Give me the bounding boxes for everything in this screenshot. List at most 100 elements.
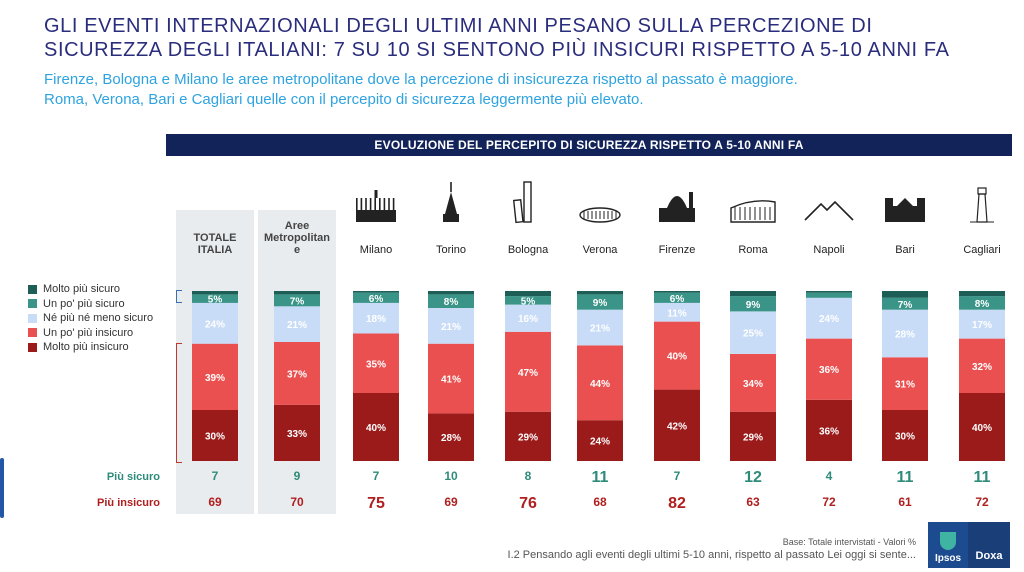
- summary-value: 61: [898, 495, 912, 509]
- bar-segment: [274, 291, 320, 295]
- summary-value: 12: [744, 469, 762, 486]
- summary-value: 11: [592, 469, 609, 486]
- bar-segment: [353, 393, 399, 461]
- bar-segment: [654, 291, 700, 293]
- data-label: 17%: [972, 320, 992, 331]
- subtitle-line-1: Firenze, Bologna e Milano le aree metrop…: [44, 71, 798, 88]
- bar-segment: [353, 291, 399, 293]
- bar-segment: [806, 338, 852, 400]
- data-label: 42%: [667, 421, 687, 432]
- data-label: 6%: [670, 294, 685, 305]
- ipsos-doxa-logo: Ipsos Doxa: [928, 522, 1010, 568]
- bar-segment: [959, 296, 1005, 310]
- chart-title-banner: EVOLUZIONE DEL PERCEPITO DI SICUREZZA RI…: [166, 134, 1012, 156]
- bar-segment: [505, 331, 551, 412]
- bar-segment: [654, 389, 700, 461]
- bar-segment: [730, 411, 776, 461]
- bar-segment: [806, 399, 852, 461]
- bar-segment: [577, 309, 623, 346]
- data-label: 18%: [366, 314, 386, 325]
- summary-row-label: Più insicuro: [97, 497, 160, 509]
- data-label: 30%: [205, 432, 225, 443]
- legend-swatch: [28, 328, 37, 337]
- bar-segment: [353, 292, 399, 303]
- summary-row-label: Più sicuro: [107, 471, 160, 483]
- data-label: 11%: [667, 308, 687, 319]
- legend-swatch: [28, 313, 37, 323]
- summary-value: 7: [212, 469, 219, 483]
- bar-segment: [959, 338, 1005, 393]
- summary-value: 72: [822, 495, 836, 509]
- bari-basilica-icon: [885, 198, 925, 222]
- category-label: Torino: [436, 244, 466, 256]
- milan-cathedral-icon: [356, 190, 396, 222]
- summary-value: 69: [444, 495, 458, 509]
- legend-item: Un po' più sicuro: [28, 297, 153, 311]
- legend-swatch: [28, 284, 37, 294]
- data-label: 29%: [743, 432, 763, 443]
- bar-segment: [192, 291, 238, 295]
- data-label: 21%: [590, 324, 610, 335]
- data-label: 35%: [366, 359, 386, 370]
- bar-segment: [353, 333, 399, 393]
- summary-value: 76: [519, 495, 537, 512]
- bar-segment: [505, 296, 551, 305]
- data-label: 41%: [441, 375, 461, 386]
- legend-item: Molto più insicuro: [28, 340, 153, 354]
- data-label: 24%: [590, 437, 610, 448]
- data-label: 40%: [972, 423, 992, 434]
- legend-label: Un po' più insicuro: [43, 326, 134, 339]
- data-label: 5%: [521, 296, 536, 307]
- data-label: 24%: [819, 314, 839, 325]
- bar-segment: [806, 291, 852, 293]
- data-label: 7%: [290, 296, 305, 307]
- legend-swatch: [28, 342, 37, 352]
- bar-segment: [428, 413, 474, 461]
- bar-segment: [274, 342, 320, 405]
- summary-value: 11: [897, 469, 914, 486]
- ipsos-logo-text: Ipsos: [934, 553, 962, 564]
- data-label: 16%: [518, 314, 538, 325]
- category-label: Cagliari: [963, 244, 1000, 256]
- data-label: 24%: [205, 319, 225, 330]
- data-label: 36%: [819, 365, 839, 376]
- data-label: 28%: [895, 330, 915, 341]
- summary-value: 4: [826, 469, 833, 483]
- safer-bracket: [176, 290, 182, 303]
- summary-value: 11: [974, 469, 991, 486]
- ipsos-logo: Ipsos: [928, 522, 968, 568]
- bar-segment: [274, 294, 320, 307]
- bar-segment: [353, 302, 399, 334]
- bar-segment: [959, 309, 1005, 339]
- legend-item: Né più né meno sicuro: [28, 311, 153, 325]
- data-label: 36%: [819, 426, 839, 437]
- category-label: Firenze: [659, 244, 696, 256]
- doxa-logo: Doxa: [968, 522, 1010, 568]
- title-line-2: SICUREZZA DEGLI ITALIANI: 7 SU 10 SI SEN…: [44, 39, 950, 61]
- legend-label: Molto più insicuro: [43, 341, 129, 353]
- subtitle-line-2: Roma, Verona, Bari e Cagliari quelle con…: [44, 91, 644, 108]
- bar-segment: [505, 304, 551, 332]
- bar-segment: [274, 306, 320, 342]
- bar-segment: [577, 291, 623, 295]
- bar-segment: [654, 321, 700, 390]
- bar-segment: [192, 294, 238, 303]
- page-title: GLI EVENTI INTERNAZIONALI DEGLI ULTIMI A…: [44, 14, 1004, 62]
- data-label: 9%: [746, 300, 761, 311]
- category-label: Bologna: [508, 244, 549, 256]
- summary-value: 75: [367, 495, 385, 512]
- data-label: 39%: [205, 373, 225, 384]
- bar-segment: [505, 411, 551, 461]
- bar-segment: [192, 343, 238, 410]
- category-label: Bari: [895, 244, 915, 256]
- title-line-1: GLI EVENTI INTERNAZIONALI DEGLI ULTIMI A…: [44, 15, 873, 37]
- data-label: 28%: [441, 433, 461, 444]
- legend-label: Un po' più sicuro: [43, 297, 125, 310]
- category-label: Roma: [738, 244, 768, 256]
- bar-segment: [577, 294, 623, 310]
- data-label: 33%: [287, 429, 307, 440]
- florence-duomo-icon: [659, 192, 695, 222]
- bar-segment: [505, 291, 551, 297]
- bar-segment: [577, 420, 623, 461]
- bar-segment: [192, 410, 238, 461]
